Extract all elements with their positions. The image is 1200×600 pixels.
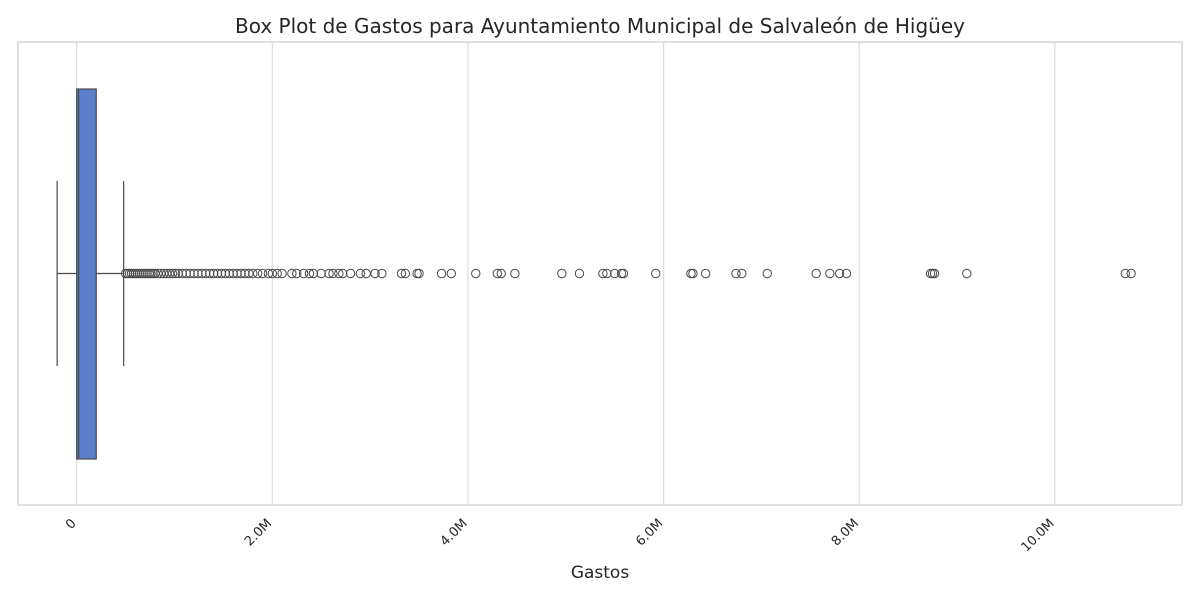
outlier-point (811, 268, 821, 279)
outlier-points (120, 268, 1136, 279)
outlier-point (228, 268, 238, 279)
outlier-point (355, 268, 366, 279)
outlier-point (224, 268, 234, 279)
outlier-point (272, 268, 282, 279)
outlier-point (212, 268, 223, 279)
outlier-point (414, 268, 424, 279)
outlier-point (618, 268, 629, 279)
outlier-point (232, 268, 242, 279)
x-tick-labels: 0 2.0M 4.0M 6.0M 8.0M 10.0M (63, 516, 1058, 555)
outlier-point (825, 268, 835, 279)
outlier-point (962, 268, 972, 279)
outlier-point (292, 268, 302, 279)
outlier-point (574, 268, 585, 279)
x-tick-label: 2.0M (242, 516, 275, 549)
outlier-point (834, 268, 845, 279)
outlier-point (236, 268, 246, 279)
outlier-point (598, 268, 608, 279)
outlier-point (324, 268, 334, 279)
chart-title: Box Plot de Gastos para Ayuntamiento Mun… (235, 14, 965, 38)
outlier-point (400, 268, 411, 279)
outlier-point (345, 268, 356, 279)
outlier-point (304, 268, 315, 279)
outlier-point (170, 268, 181, 279)
outlier-point (688, 268, 698, 279)
x-tick-label: 6.0M (633, 516, 666, 549)
outlier-point (762, 268, 772, 279)
outlier-point (193, 268, 203, 279)
outlier-point (205, 268, 215, 279)
outlier-point (252, 268, 263, 279)
outlier-point (436, 268, 447, 279)
x-tick-label: 4.0M (438, 516, 471, 549)
outlier-point (1120, 268, 1130, 279)
x-axis-label: Gastos (571, 563, 630, 583)
outlier-point (334, 268, 344, 279)
outlier-point (216, 268, 227, 279)
outlier-point (328, 268, 338, 279)
outlier-point (651, 268, 661, 279)
outlier-point (396, 268, 407, 279)
outlier-point (929, 268, 940, 279)
outlier-point (189, 268, 199, 279)
outlier-point (167, 268, 178, 279)
outlier-point (1126, 268, 1136, 279)
outlier-point (197, 268, 207, 279)
outlier-point (208, 268, 219, 279)
outlier-point (446, 268, 457, 279)
outlier-point (316, 268, 326, 279)
outlier-point (257, 268, 268, 279)
outlier-point (298, 268, 309, 279)
x-tick-label: 0 (63, 516, 79, 532)
outlier-point (370, 268, 380, 279)
outlier-point (277, 268, 287, 279)
iqr-box (76, 88, 97, 460)
outlier-point (248, 268, 258, 279)
box-group (56, 88, 125, 460)
outlier-point (181, 268, 191, 279)
outlier-point (602, 268, 612, 279)
outlier-point (177, 268, 188, 279)
outlier-point (287, 268, 297, 279)
outlier-point (240, 268, 250, 279)
outlier-point (496, 268, 506, 279)
outlier-point (173, 268, 184, 279)
outlier-point (308, 268, 319, 279)
outlier-point (267, 268, 278, 279)
outlier-point (338, 268, 348, 279)
x-tick-label: 8.0M (829, 516, 862, 549)
outlier-point (737, 268, 747, 279)
outlier-point (471, 268, 481, 279)
x-tick-label: 10.0M (1019, 516, 1058, 555)
outlier-point (377, 268, 387, 279)
outlier-point (201, 268, 211, 279)
outlier-point (220, 268, 231, 279)
outlier-point (185, 268, 195, 279)
outlier-point (492, 268, 502, 279)
outlier-point (731, 268, 741, 279)
outlier-point (841, 268, 852, 279)
plot-area (17, 41, 1183, 506)
outlier-point (510, 268, 520, 279)
outlier-point (557, 268, 567, 279)
outlier-point (700, 268, 711, 279)
